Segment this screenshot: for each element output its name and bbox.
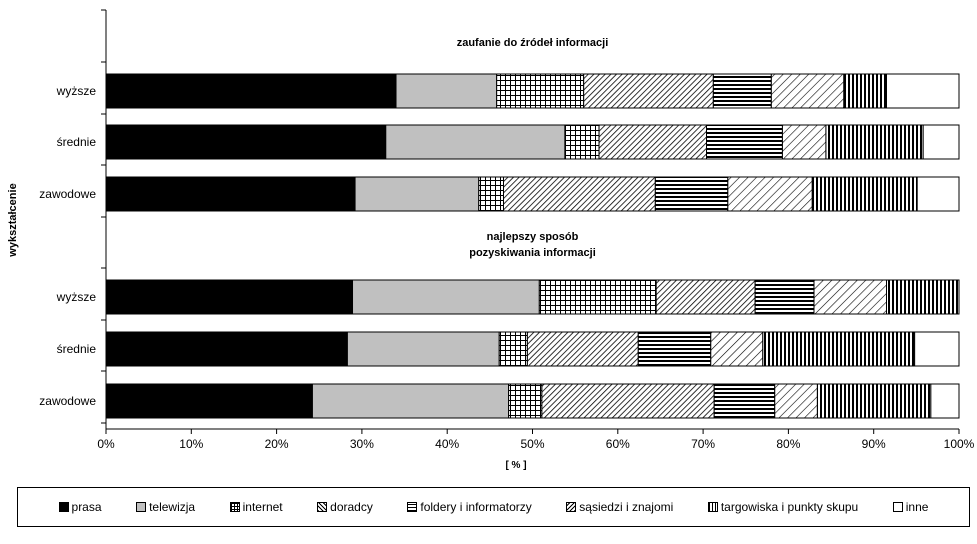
bar-segment-solid-gray bbox=[311, 383, 510, 419]
bar-segment-diagonal-sparse bbox=[770, 73, 845, 109]
bar-segment-diagonal-sparse bbox=[781, 124, 827, 160]
bar-segment-solid-black bbox=[105, 331, 348, 367]
group-title: pozyskiwania informacji bbox=[469, 247, 596, 259]
legend-swatch bbox=[566, 502, 577, 512]
bar-segment-vertical-lines bbox=[843, 73, 887, 109]
bar-segment-solid-gray bbox=[346, 331, 500, 367]
bar-segment-solid-black bbox=[105, 279, 354, 315]
bar-segment-grid bbox=[538, 279, 657, 315]
bar-segment-vertical-lines bbox=[762, 331, 916, 367]
legend-label: prasa bbox=[71, 500, 102, 514]
bar-segment-horizontal-lines bbox=[754, 279, 815, 315]
bar-segment-grid bbox=[496, 73, 585, 109]
bar-segment-horizontal-lines bbox=[713, 383, 776, 419]
bar-segment-vertical-lines bbox=[816, 383, 932, 419]
legend-item: internet bbox=[229, 500, 283, 514]
bar-segment-white bbox=[916, 176, 960, 212]
bar-segment-solid-gray bbox=[354, 176, 480, 212]
bar-segment-diagonal-sparse bbox=[710, 331, 764, 367]
bar-segment-grid bbox=[478, 176, 504, 212]
y-axis-label: wykształcenie bbox=[7, 183, 19, 257]
legend-label: internet bbox=[242, 500, 283, 514]
legend-swatch bbox=[707, 502, 718, 512]
x-tick-label: 30% bbox=[350, 437, 374, 451]
x-tick-label: 40% bbox=[435, 437, 459, 451]
legend-label: doradcy bbox=[330, 500, 373, 514]
x-tick-label: 90% bbox=[862, 437, 886, 451]
bar-segment-horizontal-lines bbox=[712, 73, 772, 109]
category-label: zawodowe bbox=[39, 187, 96, 201]
bar-segment-diagonal-sparse bbox=[727, 176, 813, 212]
x-tick-label: 10% bbox=[179, 437, 203, 451]
legend-item: foldery i informatorzy bbox=[407, 500, 532, 514]
legend-swatch bbox=[58, 502, 69, 512]
x-tick-label: 100% bbox=[944, 437, 975, 451]
bar-segment-white bbox=[914, 331, 960, 367]
x-tick-label: 70% bbox=[691, 437, 715, 451]
bar-segment-diagonal-dense bbox=[541, 383, 715, 419]
bar-segment-vertical-lines bbox=[811, 176, 918, 212]
bar-segment-grid bbox=[564, 124, 600, 160]
bar-segment-grid bbox=[498, 331, 528, 367]
category-label: wyższe bbox=[56, 84, 97, 98]
category-label: średnie bbox=[57, 342, 97, 356]
bar-segment-solid-black bbox=[105, 73, 397, 109]
legend-swatch bbox=[136, 502, 147, 512]
category-label: zawodowe bbox=[39, 394, 96, 408]
legend-item: targowiska i punkty skupu bbox=[707, 500, 859, 514]
bar-segment-grid bbox=[508, 383, 543, 419]
bar-segment-solid-black bbox=[105, 124, 387, 160]
bar-segment-solid-black bbox=[105, 383, 313, 419]
x-tick-label: 80% bbox=[776, 437, 800, 451]
bar-segment-solid-gray bbox=[395, 73, 498, 109]
bar-segment-diagonal-dense bbox=[583, 73, 714, 109]
chart-legend: prasa telewizja internet doradcy foldery i i… bbox=[17, 487, 970, 527]
bar-segment-diagonal-dense bbox=[598, 124, 708, 160]
x-tick-label: 20% bbox=[265, 437, 289, 451]
legend-item: inne bbox=[892, 500, 929, 514]
bar-segment-vertical-lines bbox=[885, 279, 960, 315]
x-tick-label: 0% bbox=[97, 437, 115, 451]
bar-segment-horizontal-lines bbox=[637, 331, 712, 367]
legend-item: sąsiedzi i znajomi bbox=[566, 500, 673, 514]
bar-segment-diagonal-dense bbox=[655, 279, 756, 315]
legend-label: inne bbox=[905, 500, 929, 514]
x-axis-label: [ % ] bbox=[505, 460, 526, 471]
bar-segment-diagonal-dense bbox=[526, 331, 639, 367]
legend-swatch bbox=[407, 502, 418, 512]
group-title: najlepszy sposób bbox=[487, 231, 579, 243]
bar-segment-diagonal-sparse bbox=[813, 279, 887, 315]
stacked-bar-chart: zaufanie do źródeł informacji wyższe średn… bbox=[7, 9, 975, 471]
bar-segment-diagonal-sparse bbox=[774, 383, 818, 419]
bar-segment-white bbox=[885, 73, 960, 109]
bar-segment-horizontal-lines bbox=[706, 124, 783, 160]
x-tick-label: 50% bbox=[520, 437, 544, 451]
group-title: zaufanie do źródeł informacji bbox=[457, 37, 609, 49]
bar-segment-solid-gray bbox=[385, 124, 566, 160]
legend-label: telewizja bbox=[149, 500, 196, 514]
legend-swatch bbox=[229, 502, 240, 512]
x-tick-label: 60% bbox=[606, 437, 630, 451]
legend-label: targowiska i punkty skupu bbox=[720, 500, 859, 514]
legend-swatch bbox=[317, 502, 328, 512]
category-label: średnie bbox=[57, 135, 97, 149]
legend-item: telewizja bbox=[136, 500, 195, 514]
legend-label: sąsiedzi i znajomi bbox=[579, 500, 674, 514]
bar-segment-diagonal-dense bbox=[502, 176, 656, 212]
bar-segment-horizontal-lines bbox=[654, 176, 729, 212]
bar-segment-white bbox=[930, 383, 960, 419]
legend-item: prasa bbox=[58, 500, 102, 514]
bar-segment-solid-gray bbox=[352, 279, 540, 315]
bar-segment-white bbox=[922, 124, 960, 160]
category-label: wyższe bbox=[56, 290, 97, 304]
legend-label: foldery i informatorzy bbox=[420, 500, 532, 514]
legend-swatch bbox=[892, 502, 903, 512]
bar-segment-solid-black bbox=[105, 176, 356, 212]
bar-segment-vertical-lines bbox=[825, 124, 924, 160]
legend-item: doradcy bbox=[317, 500, 373, 514]
